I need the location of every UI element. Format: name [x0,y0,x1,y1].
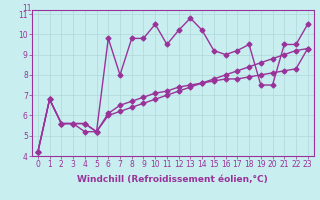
Text: 11: 11 [22,4,32,13]
X-axis label: Windchill (Refroidissement éolien,°C): Windchill (Refroidissement éolien,°C) [77,175,268,184]
